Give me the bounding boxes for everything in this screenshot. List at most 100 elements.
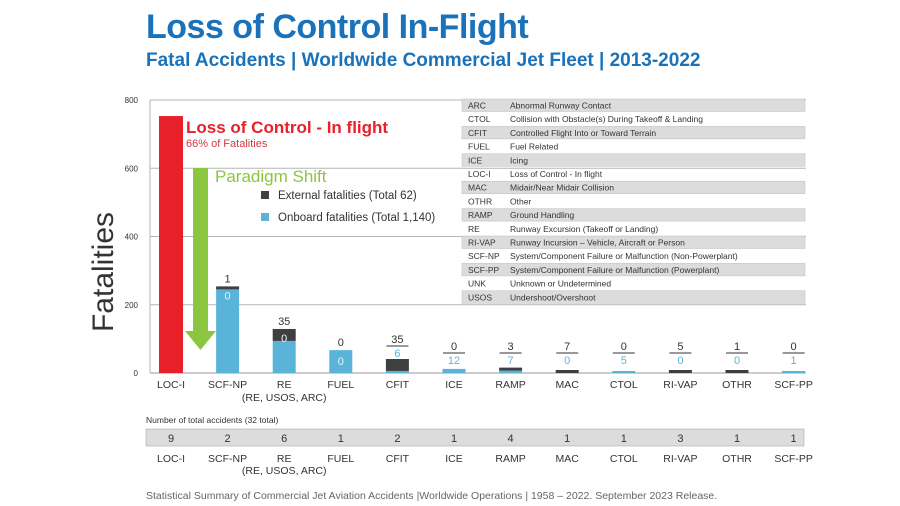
paradigm-shift-arrow-icon <box>185 168 216 350</box>
bar-onboard-SCF-PP <box>782 371 806 373</box>
page-subtitle: Fatal Accidents | Worldwide Commercial J… <box>146 50 701 71</box>
accident-category-label: OTHR <box>722 453 752 465</box>
x-category-label: ICE <box>445 379 463 391</box>
abbrev-description: Collision with Obstacle(s) During Takeof… <box>510 114 703 124</box>
bar-external-RE <box>272 328 296 341</box>
external-value-label: 1 <box>225 273 231 285</box>
abbrev-code: ARC <box>468 101 486 111</box>
external-value-label: 0 <box>338 337 344 349</box>
onboard-value-label: 0 <box>564 355 570 367</box>
accident-count: 1 <box>621 433 627 445</box>
accident-count: 1 <box>338 433 344 445</box>
abbrev-description: System/Component Failure or Malfunction … <box>510 265 719 275</box>
bar-onboard-RAMP <box>499 370 523 373</box>
abbrev-row-bg <box>461 180 806 194</box>
onboard-value-label: 6 <box>394 348 400 360</box>
accident-count: 2 <box>225 433 231 445</box>
onboard-value-label: 0 <box>734 355 740 367</box>
onboard-value-label: 1 <box>791 355 797 367</box>
bar-onboard-LOC-I <box>159 116 183 373</box>
abbrev-code: MAC <box>468 183 487 193</box>
abbrev-row-bg <box>461 235 806 249</box>
abbrev-row-bg <box>461 290 806 304</box>
abbrev-code: OTHR <box>468 196 492 206</box>
onboard-value-label: 5 <box>621 355 627 367</box>
accident-category-label: CTOL <box>610 453 638 465</box>
page-title: Loss of Control In-Flight <box>146 8 529 46</box>
abbrev-code: CFIT <box>468 128 487 138</box>
accident-count: 3 <box>677 433 683 445</box>
abbrev-code: ICE <box>468 155 483 165</box>
abbrev-description: Unknown or Undetermined <box>510 279 611 289</box>
x-category-label: CFIT <box>386 379 410 391</box>
bar-onboard-CFIT <box>385 370 409 373</box>
abbrev-description: Runway Incursion – Vehicle, Aircraft or … <box>510 238 685 248</box>
abbrev-description: Other <box>510 196 531 206</box>
y-tick-label: 800 <box>125 96 139 105</box>
onboard-value-label: 7 <box>508 355 514 367</box>
abbrev-code: FUEL <box>468 142 490 152</box>
onboard-value-label: 0 <box>281 333 287 345</box>
external-value-label: 1 <box>734 341 740 353</box>
paradigm-shift-label: Paradigm Shift <box>215 167 327 186</box>
bar-external-RAMP <box>499 367 523 371</box>
abbrev-code: RI-VAP <box>468 238 496 248</box>
abbrev-row-bg <box>461 153 806 167</box>
bar-external-OTHR <box>725 370 749 373</box>
accident-count: 4 <box>508 433 514 445</box>
external-value-label: 0 <box>791 341 797 353</box>
onboard-value-label: 0 <box>225 290 231 302</box>
bar-onboard-SCF-NP <box>216 289 240 373</box>
abbrev-code: RAMP <box>468 210 493 220</box>
abbrev-code: SCF-PP <box>468 265 500 275</box>
accident-category-label: RE <box>277 453 292 465</box>
x-category-label: OTHR <box>722 379 752 391</box>
accidents-row-bg <box>145 428 805 447</box>
accident-category-label: CFIT <box>386 453 410 465</box>
accident-category-label: SCF-NP <box>208 453 247 465</box>
accident-category-label: LOC-I <box>157 453 185 465</box>
legend-swatch-external <box>261 191 269 199</box>
x-category-label: SCF-NP <box>208 379 247 391</box>
onboard-value-label: 12 <box>448 355 460 367</box>
abbrev-description: Undershoot/Overshoot <box>510 292 596 302</box>
external-value-label: 35 <box>278 316 290 328</box>
external-value-label: 35 <box>391 334 403 346</box>
external-value-label: 3 <box>508 341 514 353</box>
accident-count: 1 <box>451 433 457 445</box>
accident-category-label: SCF-PP <box>774 453 813 465</box>
external-value-label: 7 <box>564 341 570 353</box>
accident-category-label: FUEL <box>327 453 354 465</box>
abbrev-code: LOC-I <box>468 169 491 179</box>
abbrev-row-bg <box>461 208 806 222</box>
abbrev-description: Abnormal Runway Contact <box>510 101 612 111</box>
abbrev-code: CTOL <box>468 114 491 124</box>
accident-category-label: RI-VAP <box>663 453 697 465</box>
abbrev-description: Icing <box>510 155 528 165</box>
accident-count: 1 <box>564 433 570 445</box>
abbrev-description: Runway Excursion (Takeoff or Landing) <box>510 224 658 234</box>
legend-label-external: External fatalities (Total 62) <box>278 190 417 202</box>
abbrev-description: Ground Handling <box>510 210 575 220</box>
abbrev-description: Fuel Related <box>510 142 558 152</box>
accident-count: 9 <box>168 433 174 445</box>
bar-external-SCF-NP <box>216 286 240 290</box>
legend-swatch-onboard <box>261 213 269 221</box>
abbrev-description: System/Component Failure or Malfunction … <box>510 251 738 261</box>
abbrev-code: USOS <box>468 292 492 302</box>
abbrev-code: UNK <box>468 279 486 289</box>
x-category-label: MAC <box>556 379 580 391</box>
onboard-value-label: 0 <box>338 356 344 368</box>
y-tick-label: 600 <box>125 164 139 173</box>
abbrev-row-bg <box>461 263 806 277</box>
x-category-label: LOC-I <box>157 379 185 391</box>
bar-external-CFIT <box>385 359 409 371</box>
bar-onboard-RE <box>272 340 296 373</box>
loc-i-percentage: 66% of Fatalities <box>186 138 268 150</box>
x-category-label: SCF-PP <box>774 379 813 391</box>
abbrev-description: Midair/Near Midair Collision <box>510 183 614 193</box>
abbrev-row-bg <box>461 126 806 140</box>
loc-i-annotation: Loss of Control - In flight <box>186 118 388 137</box>
y-tick-label: 0 <box>134 369 139 378</box>
